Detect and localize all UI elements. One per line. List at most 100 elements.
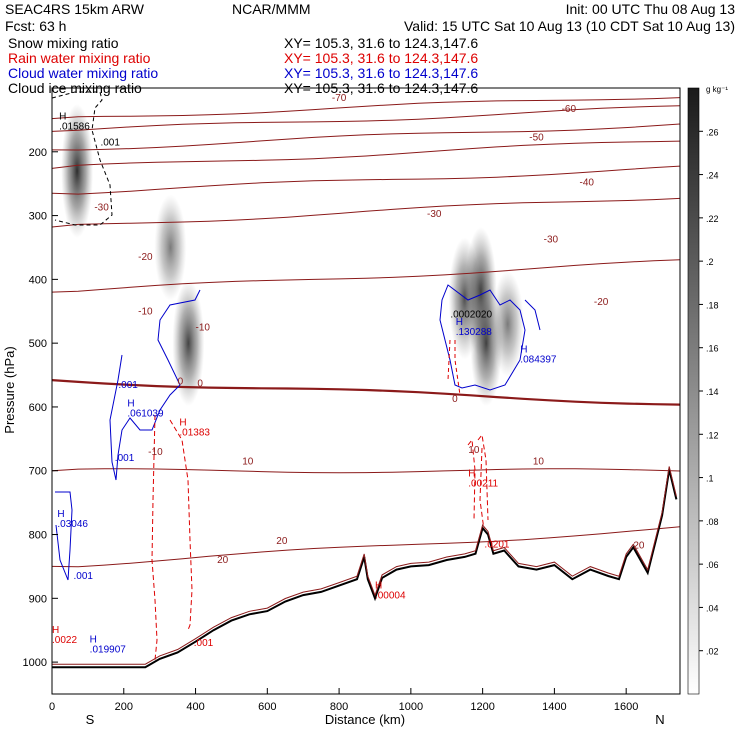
colorbar-unit: g kg⁻¹ [706,85,728,94]
colorbar-tick-label: .04 [706,603,719,613]
contour-labels: -70 -60 -50 -40 -30 -30 -30 -20 -20 -10 -10 -10 0 0 0 1… [52,93,645,656]
cloud-water-contour-far-left [55,491,73,581]
rain-contour-center [447,339,461,396]
extremum-value: .00004 [375,590,406,601]
contour-label: .0201 [484,539,509,550]
extremum-value: .01383 [179,428,210,439]
x-tick-label: 1400 [542,701,566,713]
contour-label: -30 [544,234,559,245]
extremum-value: .0022 [52,635,77,646]
extremum-marker: H [468,469,475,480]
extremum-marker: H [90,635,97,646]
center-label: NCAR/MMM [232,1,311,17]
hydrometeor-max-1 [154,194,187,301]
terrain-line [52,469,678,669]
isotherm--60 [52,105,680,132]
extremum-value: .03046 [57,519,88,530]
contour-label: .001 [100,137,120,148]
y-tick-label: 700 [29,466,47,478]
y-tick-label: 800 [29,530,47,542]
field-label-rain: Rain water mixing ratio [8,50,151,66]
model-title: SEAC4RS 15km ARW [5,1,145,17]
field-legend: Snow mixing ratio XY= 105.3, 31.6 to 124… [8,35,478,96]
field-label-snow: Snow mixing ratio [8,35,119,51]
contour-label: .001 [74,571,94,582]
x-axis-title: Distance (km) [325,712,405,727]
init-time: Init: 00 UTC Thu 08 Aug 13 [566,1,736,17]
isotherm--50 [52,123,680,151]
hydrometeor-max-0 [61,103,94,238]
x-tick-label: 800 [330,701,348,713]
x-tick-label: 1600 [614,701,638,713]
contour-label: -10 [138,306,153,317]
hydrometeor-max-2 [172,280,205,407]
valid-time: Valid: 15 UTC Sat 10 Aug 13 (10 CDT Sat … [404,18,735,34]
contour-label: -10 [148,447,163,458]
isotherm--40 [52,140,680,169]
extremum-value: .019907 [90,645,127,656]
rain-contour-left [151,414,193,661]
forecast-hour: Fcst: 63 h [5,18,66,34]
extremum-marker: H [52,625,59,636]
field-label-cloud-water: Cloud water mixing ratio [8,65,158,81]
isotherm-10 [52,468,680,474]
extremum-value: .01586 [59,121,90,132]
hydrometeor-max-6 [491,271,524,378]
y-axis: 200 300 400 500 600 700 800 900 1000 [23,147,58,669]
contour-label: -70 [332,93,347,104]
colorbar-tick-label: .12 [706,430,719,440]
contour-label: 20 [276,536,288,547]
field-xy-cloud-water: XY= 105.3, 31.6 to 124.3,147.6 [284,65,478,81]
y-tick-label: 300 [29,211,47,223]
mixing-ratio-contours [52,91,541,661]
field-xy-rain: XY= 105.3, 31.6 to 124.3,147.6 [284,50,478,66]
cloud-water-contour-left [109,289,201,481]
extremum-value: .130288 [456,327,493,338]
isotherm--30 [52,165,680,195]
cloud-water-contour-right-edge [524,299,541,331]
colorbar-tick-label: .2 [706,257,714,267]
extremum-value: .00211 [468,479,498,490]
contour-label: 20 [633,541,645,552]
surface-isotherm-line [52,466,677,665]
contour-label: -20 [594,297,609,308]
contour-label: .001 [118,380,138,391]
colorbar-tick-label: .16 [706,344,719,354]
colorbar-tick-label: .14 [706,387,719,397]
hydrometeor-shading [61,103,524,407]
rain-contour-right [467,433,489,531]
isotherm-contours [52,97,680,568]
contour-label: -20 [138,252,153,263]
y-tick-label: 500 [29,338,47,350]
extremum-marker: H [57,509,64,520]
x-axis: 0 200 400 600 800 1000 1200 1400 1600 [49,688,638,713]
contour-label: .001 [194,638,214,649]
y-axis-title: Pressure (hPa) [2,346,17,433]
contour-label: 10 [468,445,480,456]
colorbar: g kg⁻¹ .02 .04 .06 .08 .1 .12 .14 .16 .18 .2 .22 .2… [687,85,728,695]
contour-label: 10 [242,456,254,467]
contour-label: -10 [196,322,211,333]
colorbar-ramp [687,87,700,695]
colorbar-ticks: .02 .04 .06 .08 .1 .12 .14 .16 .18 .2 .22 .24 .26 [699,127,719,657]
colorbar-tick-label: .02 [706,647,719,657]
isotherm-0 [52,379,680,406]
y-tick-label: 200 [29,147,47,159]
contour-label: -30 [94,202,109,213]
x-tick-label: 1200 [470,701,494,713]
cloud-water-contour-right [439,284,526,391]
extremum-value: .084397 [520,354,557,365]
colorbar-tick-label: .06 [706,560,719,570]
contour-label: 20 [217,555,229,566]
contour-label: -30 [427,209,442,220]
extremum-marker: H [375,580,382,591]
colorbar-tick-label: .22 [706,214,719,224]
contour-label: 0 [452,394,458,405]
contour-label: .001 [115,453,135,464]
contour-label: -40 [580,178,595,189]
colorbar-tick-label: .18 [706,300,719,310]
colorbar-tick-label: .26 [706,127,719,137]
snow-contour-left [52,91,113,226]
plot-frame [51,87,681,695]
